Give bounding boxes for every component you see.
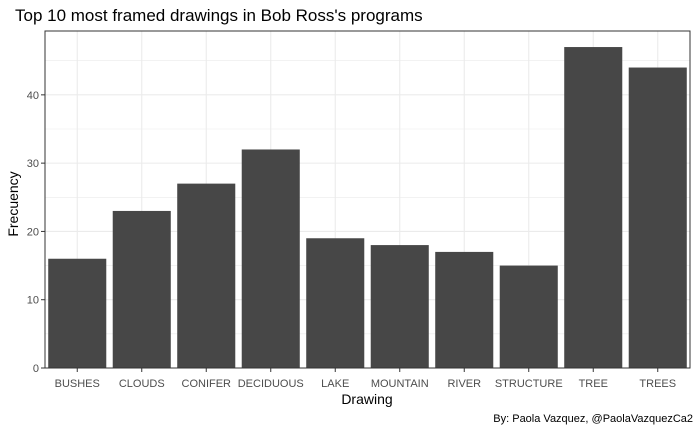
x-tick-label-deciduous: DECIDUOUS xyxy=(238,378,304,390)
x-tick-label-clouds: CLOUDS xyxy=(119,378,165,390)
y-axis-title: Frecuency xyxy=(5,171,21,236)
bar-tree xyxy=(564,47,623,369)
bar-trees xyxy=(628,67,687,369)
bar-river xyxy=(435,251,494,368)
bar-deciduous xyxy=(241,149,300,368)
x-tick-label-trees: TREES xyxy=(639,378,676,390)
x-tick-label-conifer: CONIFER xyxy=(182,378,232,390)
x-tick-label-tree: TREE xyxy=(579,378,608,390)
x-axis-title: Drawing xyxy=(341,391,392,407)
y-tick-label: 20 xyxy=(27,226,39,238)
panel-border xyxy=(44,30,691,369)
y-tick-label: 40 xyxy=(27,90,39,102)
x-tick-label-structure: STRUCTURE xyxy=(495,378,563,390)
y-axis: 0 10 20 30 40 xyxy=(27,90,45,375)
y-tick-label: 0 xyxy=(33,363,39,375)
x-tick-label-mountain: MOUNTAIN xyxy=(371,378,429,390)
y-tick-label: 30 xyxy=(27,158,39,170)
bar-lake xyxy=(306,238,365,368)
x-axis: BUSHES CLOUDS CONIFER DECIDUOUS LAKE MOUNTAIN… xyxy=(55,368,676,390)
caption: By: Paola Vazquez, @PaolaVazquezCa2 xyxy=(493,413,693,425)
bar-structure xyxy=(499,265,558,368)
x-tick-label-bushes: BUSHES xyxy=(55,378,100,390)
y-tick-label: 10 xyxy=(27,295,39,307)
x-tick-label-lake: LAKE xyxy=(321,378,349,390)
x-tick-label-river: RIVER xyxy=(447,378,481,390)
bars xyxy=(48,47,687,369)
bar-clouds xyxy=(112,210,171,368)
bar-mountain xyxy=(370,245,429,368)
chart-title: Top 10 most framed drawings in Bob Ross'… xyxy=(15,6,423,25)
bar-bushes xyxy=(48,258,107,368)
bar-conifer xyxy=(177,183,236,368)
